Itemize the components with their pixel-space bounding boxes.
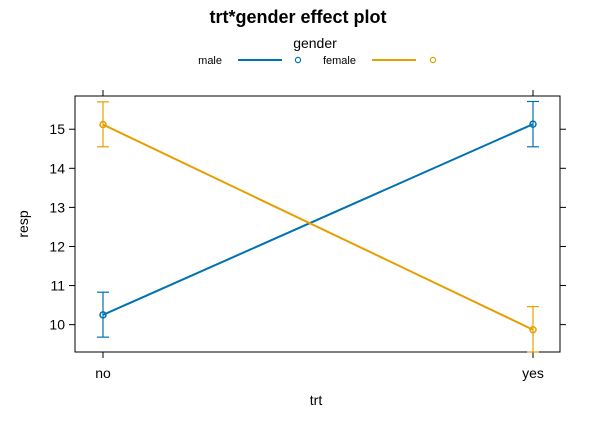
legend-marker-female (429, 56, 437, 64)
y-axis-label: resp (15, 210, 31, 237)
series-layer (97, 100, 539, 353)
legend-marker-male (294, 56, 302, 64)
legend-title: gender (293, 35, 337, 51)
x-tick-label: yes (522, 365, 544, 381)
y-tick-label: 12 (49, 238, 65, 254)
series-female (97, 101, 539, 353)
data-point-female (529, 325, 537, 334)
x-axis: no yes (95, 90, 544, 381)
legend: male female (198, 55, 437, 67)
legend-label-male: male (198, 55, 222, 67)
x-axis-label: trt (310, 392, 323, 408)
plot-frame (74, 95, 561, 353)
data-point-male (99, 311, 107, 319)
y-tick-label: 10 (49, 317, 65, 333)
x-tick-label: no (95, 365, 111, 381)
data-point-female (99, 120, 107, 129)
series-male (97, 100, 539, 338)
legend-label-female: female (323, 55, 356, 67)
series-line-male (102, 123, 534, 316)
data-point-male (529, 120, 537, 128)
series-line-female (102, 123, 534, 331)
y-axis: 10 11 12 13 14 15 (49, 121, 566, 333)
y-tick-label: 15 (49, 121, 65, 137)
y-tick-label: 11 (50, 278, 65, 294)
chart-title: trt*gender effect plot (209, 7, 386, 27)
y-tick-label: 14 (49, 160, 65, 176)
y-tick-label: 13 (49, 199, 65, 215)
